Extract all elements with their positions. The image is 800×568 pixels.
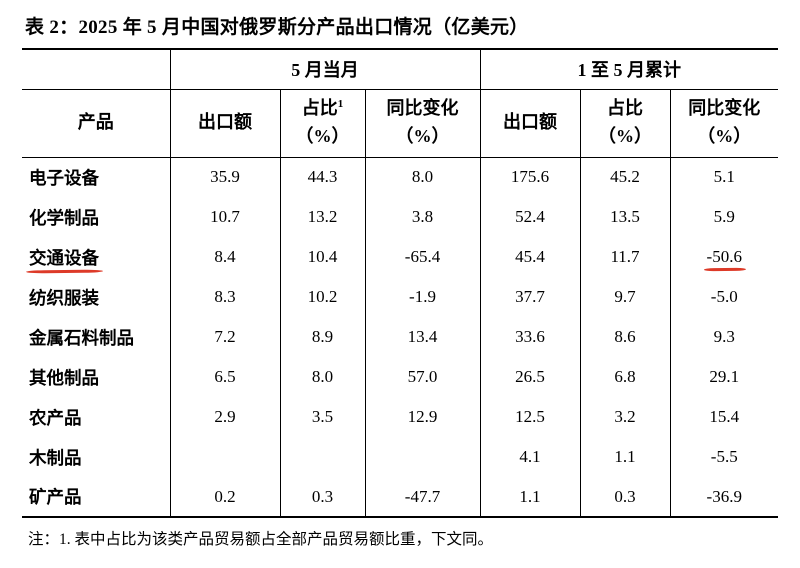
product-cell: 电子设备 xyxy=(29,167,99,188)
product-cell: 其他制品 xyxy=(29,367,99,388)
may-export-cell: 8.4 xyxy=(169,237,280,277)
cum-yoy-cell: -36.9 xyxy=(669,477,779,518)
may-share-cell: 8.0 xyxy=(279,357,365,397)
export-table: 5 月当月 1 至 5 月累计 产品 出口额 占比1 （%） 同比变化 （%） … xyxy=(22,48,779,518)
may-export-cell xyxy=(169,437,280,477)
share-label: 占比 xyxy=(607,98,643,119)
may-yoy-cell: 57.0 xyxy=(364,357,480,397)
may-export-cell: 8.3 xyxy=(169,277,280,317)
cum-export-cell: 12.5 xyxy=(479,397,580,437)
percent-unit: （%） xyxy=(295,126,350,146)
blank-header-cell xyxy=(22,48,170,90)
may-share-cell: 13.2 xyxy=(279,197,365,237)
col-header-may-yoy: 同比变化 （%） xyxy=(364,89,480,158)
table-row: 农产品 2.9 3.5 12.9 12.5 3.2 15.4 xyxy=(22,397,779,437)
percent-unit: （%） xyxy=(395,126,450,146)
percent-unit: （%） xyxy=(598,126,652,146)
product-cell: 交通设备 xyxy=(22,237,170,277)
table-row: 木制品 4.1 1.1 -5.5 xyxy=(22,437,779,477)
may-export-cell: 6.5 xyxy=(169,357,280,397)
red-underline-annotation: 交通设备 xyxy=(29,245,99,270)
yoy-label: 同比变化 xyxy=(688,98,761,119)
table-title: 表 2：2025 年 5 月中国对俄罗斯分产品出口情况（亿美元） xyxy=(25,17,529,38)
cum-yoy-cell: 15.4 xyxy=(669,397,779,437)
may-share-cell: 3.5 xyxy=(279,397,365,437)
column-header-row: 产品 出口额 占比1 （%） 同比变化 （%） 出口额 占比 （%） 同比变化 … xyxy=(22,89,779,158)
group-header-row: 5 月当月 1 至 5 月累计 xyxy=(22,48,779,90)
cum-share-cell: 11.7 xyxy=(579,237,670,277)
cum-yoy-cell: 9.3 xyxy=(669,317,779,357)
product-cell: 矿产品 xyxy=(22,477,170,518)
cum-export-cell: 26.5 xyxy=(479,357,580,397)
table-row: 交通设备 8.4 10.4 -65.4 45.4 11.7 -50.6 xyxy=(22,237,779,277)
cum-yoy-cell: -5.5 xyxy=(669,437,779,477)
product-cell: 农产品 xyxy=(29,407,82,428)
may-share-cell: 10.4 xyxy=(279,237,365,277)
cum-yoy-cell: -50.6 xyxy=(669,237,779,277)
cum-share-cell: 0.3 xyxy=(579,477,670,518)
cum-yoy-cell: 5.1 xyxy=(669,157,779,197)
group-header-may: 5 月当月 xyxy=(169,48,480,90)
table-row: 电子设备 35.9 44.3 8.0 175.6 45.2 5.1 xyxy=(22,157,779,197)
may-share-cell: 8.9 xyxy=(279,317,365,357)
product-cell: 金属石料制品 xyxy=(29,327,134,348)
may-yoy-cell: 12.9 xyxy=(364,397,480,437)
may-export-cell: 2.9 xyxy=(169,397,280,437)
col-header-may-share: 占比1 （%） xyxy=(279,89,365,158)
col-header-cum-export: 出口额 xyxy=(479,89,580,158)
col-header-cum-yoy: 同比变化 （%） xyxy=(669,89,779,158)
may-export-cell: 35.9 xyxy=(169,157,280,197)
document-page: 表 2：2025 年 5 月中国对俄罗斯分产品出口情况（亿美元） 5 月当月 1… xyxy=(0,12,800,568)
cum-yoy-cell: -5.0 xyxy=(669,277,779,317)
may-yoy-cell: -47.7 xyxy=(364,477,480,518)
cum-export-cell: 37.7 xyxy=(479,277,580,317)
cum-share-cell: 3.2 xyxy=(579,397,670,437)
group-header-cumulative: 1 至 5 月累计 xyxy=(479,48,779,90)
may-yoy-cell: 3.8 xyxy=(364,197,480,237)
may-export-cell: 10.7 xyxy=(169,197,280,237)
may-share-cell xyxy=(279,437,365,477)
product-cell: 木制品 xyxy=(29,447,82,468)
footnote: 注：1. 表中占比为该类产品贸易额占全部产品贸易额比重，下文同。 xyxy=(28,531,494,548)
cum-yoy-cell: 29.1 xyxy=(669,357,779,397)
col-header-may-export: 出口额 xyxy=(169,89,280,158)
may-yoy-cell xyxy=(364,437,480,477)
may-yoy-cell: -1.9 xyxy=(364,277,480,317)
may-export-cell: 0.2 xyxy=(169,477,280,518)
cum-share-cell: 6.8 xyxy=(579,357,670,397)
col-header-product: 产品 xyxy=(22,89,170,158)
cum-share-cell: 9.7 xyxy=(579,277,670,317)
percent-unit: （%） xyxy=(697,126,752,146)
product-cell: 纺织服装 xyxy=(29,287,99,308)
cum-export-cell: 4.1 xyxy=(479,437,580,477)
table-row: 纺织服装 8.3 10.2 -1.9 37.7 9.7 -5.0 xyxy=(22,277,779,317)
may-yoy-cell: 8.0 xyxy=(364,157,480,197)
cum-export-cell: 175.6 xyxy=(479,157,580,197)
table-row: 其他制品 6.5 8.0 57.0 26.5 6.8 29.1 xyxy=(22,357,779,397)
yoy-label: 同比变化 xyxy=(386,98,459,119)
cum-export-cell: 1.1 xyxy=(479,477,580,518)
may-share-cell: 44.3 xyxy=(279,157,365,197)
product-cell: 化学制品 xyxy=(29,207,99,228)
cum-yoy-cell: 5.9 xyxy=(669,197,779,237)
may-share-cell: 0.3 xyxy=(279,477,365,518)
col-header-cum-share: 占比 （%） xyxy=(579,89,670,158)
cum-share-cell: 8.6 xyxy=(579,317,670,357)
cum-share-cell: 1.1 xyxy=(579,437,670,477)
footnote-marker: 1 xyxy=(337,98,344,111)
cum-share-cell: 13.5 xyxy=(579,197,670,237)
cum-share-cell: 45.2 xyxy=(579,157,670,197)
share-label: 占比 xyxy=(301,98,338,119)
red-underline-annotation: -50.6 xyxy=(706,247,742,266)
cum-export-cell: 33.6 xyxy=(479,317,580,357)
table-row: 化学制品 10.7 13.2 3.8 52.4 13.5 5.9 xyxy=(22,197,779,237)
table-row: 矿产品 0.2 0.3 -47.7 1.1 0.3 -36.9 xyxy=(22,477,779,518)
cum-export-cell: 45.4 xyxy=(479,237,580,277)
may-yoy-cell: -65.4 xyxy=(364,237,480,277)
may-export-cell: 7.2 xyxy=(169,317,280,357)
may-yoy-cell: 13.4 xyxy=(364,317,480,357)
may-share-cell: 10.2 xyxy=(279,277,365,317)
table-row: 金属石料制品 7.2 8.9 13.4 33.6 8.6 9.3 xyxy=(22,317,779,357)
cum-export-cell: 52.4 xyxy=(479,197,580,237)
